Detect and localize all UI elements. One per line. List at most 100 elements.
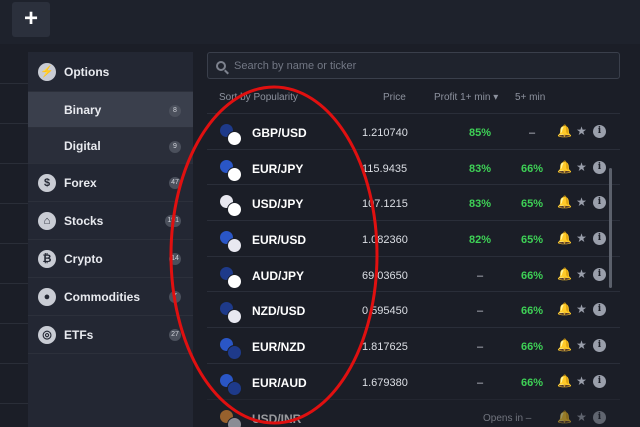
sidebar-item-commodities[interactable]: ● Commodities 7 [28, 278, 193, 316]
opens-in-label: Opens in – [483, 412, 532, 424]
profit-5min: 66% [520, 305, 544, 318]
star-icon[interactable]: ★ [576, 338, 587, 353]
profit-1min: – [476, 376, 484, 389]
column-headers: Sort by Popularity Price Profit 1+ min ▾… [207, 79, 620, 113]
asset-price: 107.1215 [362, 198, 408, 211]
row-actions: 🔔 ★ i [557, 302, 606, 317]
asset-row-eur-usd[interactable]: EUR/USD 1.082360 82% 65% 🔔 ★ i [207, 220, 620, 256]
asset-row-usd-inr[interactable]: USD/INR Opens in – 🔔 ★ i [207, 398, 620, 427]
asset-row-nzd-usd[interactable]: NZD/USD 0.595450 – 66% 🔔 ★ i [207, 291, 620, 327]
star-icon[interactable]: ★ [576, 266, 587, 281]
count-badge: 27 [169, 329, 181, 341]
info-icon[interactable]: i [593, 339, 606, 353]
asset-row-gbp-usd[interactable]: GBP/USD 1.210740 85% – 🔔 ★ i [207, 113, 620, 149]
profit-1min: 82% [468, 234, 492, 247]
count-badge: 47 [169, 177, 181, 189]
bell-icon[interactable]: 🔔 [557, 409, 572, 424]
row-actions: 🔔 ★ i [557, 409, 606, 424]
sidebar-item-forex[interactable]: $ Forex 47 [28, 164, 193, 202]
sidebar-item-label: Options [64, 64, 110, 79]
flag-icon [227, 238, 242, 254]
asset-price: 1.679380 [362, 376, 408, 389]
bell-icon[interactable]: 🔔 [557, 195, 572, 210]
row-actions: 🔔 ★ i [557, 266, 606, 281]
profit-5min: – [528, 127, 536, 139]
profit-5min-column-header[interactable]: 5+ min [515, 92, 546, 103]
asset-price: 0.595450 [362, 305, 408, 318]
sidebar-item-label: Crypto [64, 251, 103, 266]
star-icon[interactable]: ★ [576, 231, 587, 246]
bell-icon[interactable]: 🔔 [557, 159, 572, 174]
bell-icon[interactable]: 🔔 [557, 338, 572, 353]
star-icon[interactable]: ★ [576, 124, 587, 138]
info-icon[interactable]: i [593, 160, 606, 174]
asset-row-aud-jpy[interactable]: AUD/JPY 69.03650 – 66% 🔔 ★ i [207, 255, 620, 292]
search-input[interactable] [234, 59, 594, 72]
sidebar-item-options[interactable]: ⚡ Options [28, 52, 193, 92]
row-actions: 🔔 ★ i [557, 125, 606, 138]
info-icon[interactable]: i [593, 374, 606, 388]
top-bar: + [0, 0, 640, 44]
flag-icon [227, 380, 242, 396]
flag-icon [227, 416, 242, 427]
row-actions: 🔔 ★ i [557, 195, 606, 210]
info-icon[interactable]: i [593, 267, 606, 281]
sidebar-item-etfs[interactable]: ◎ ETFs 27 [28, 316, 193, 354]
bell-icon[interactable]: 🔔 [557, 373, 572, 388]
profit-5min: 66% [520, 162, 544, 175]
row-actions: 🔔 ★ i [557, 338, 606, 353]
asset-name: EUR/USD [252, 233, 307, 248]
star-icon[interactable]: ★ [576, 373, 587, 388]
asset-row-eur-nzd[interactable]: EUR/NZD 1.817625 – 66% 🔔 ★ i [207, 327, 620, 363]
asset-name: USD/INR [252, 411, 302, 426]
sidebar-item-label: Forex [64, 175, 97, 190]
row-actions: 🔔 ★ i [557, 373, 606, 388]
info-icon[interactable]: i [593, 410, 606, 424]
bell-icon[interactable]: 🔔 [557, 266, 572, 281]
add-asset-button[interactable]: + [12, 2, 50, 37]
star-icon[interactable]: ★ [576, 159, 587, 174]
bitcoin-icon: ₿ [38, 249, 56, 268]
currency-flags-icon [219, 123, 245, 149]
profit-1min: 83% [468, 162, 492, 175]
asset-row-eur-jpy[interactable]: EUR/JPY 115.9435 83% 66% 🔔 ★ i [207, 148, 620, 185]
bell-icon[interactable]: 🔔 [557, 302, 572, 317]
sort-by-popularity[interactable]: Sort by Popularity [219, 92, 298, 103]
currency-flags-icon [219, 265, 245, 292]
flag-icon [227, 202, 242, 218]
scrollbar[interactable] [609, 168, 612, 288]
asset-row-usd-jpy[interactable]: USD/JPY 107.1215 83% 65% 🔔 ★ i [207, 184, 620, 220]
currency-flags-icon [219, 372, 245, 399]
sidebar-item-crypto[interactable]: ₿ Crypto 14 [28, 240, 193, 278]
sidebar-item-label: ETFs [64, 327, 94, 342]
star-icon[interactable]: ★ [576, 302, 587, 317]
dollar-icon: $ [38, 173, 56, 192]
currency-flags-icon [219, 301, 245, 327]
asset-price: 1.817625 [362, 341, 408, 354]
price-column-header[interactable]: Price [383, 92, 406, 103]
asset-name: USD/JPY [252, 197, 304, 212]
star-icon[interactable]: ★ [576, 195, 587, 210]
star-icon[interactable]: ★ [576, 409, 587, 424]
profit-5min: 66% [520, 341, 544, 354]
bell-icon[interactable]: 🔔 [557, 124, 572, 138]
asset-rows: GBP/USD 1.210740 85% – 🔔 ★ i EUR/JPY 115.9435 83%… [207, 113, 620, 427]
sidebar-item-binary[interactable]: Binary 8 [28, 92, 193, 128]
profit-5min: 65% [520, 234, 544, 247]
info-icon[interactable]: i [593, 196, 606, 210]
asset-name: EUR/NZD [252, 340, 306, 355]
flag-icon [227, 345, 242, 361]
currency-flags-icon [219, 337, 245, 363]
asset-row-eur-aud[interactable]: EUR/AUD 1.679380 – 66% 🔔 ★ i [207, 362, 620, 399]
search-box[interactable] [207, 52, 620, 79]
info-icon[interactable]: i [593, 232, 606, 246]
asset-name: NZD/USD [252, 304, 306, 319]
flag-icon [227, 166, 242, 182]
count-badge: 7 [169, 291, 181, 303]
bell-icon[interactable]: 🔔 [557, 231, 572, 246]
info-icon[interactable]: i [593, 125, 606, 138]
sidebar-item-stocks[interactable]: ⌂ Stocks 191 [28, 202, 193, 240]
profit-1min-column-header[interactable]: Profit 1+ min ▾ [434, 92, 499, 103]
info-icon[interactable]: i [593, 303, 606, 317]
sidebar-item-digital[interactable]: Digital 9 [28, 128, 193, 164]
